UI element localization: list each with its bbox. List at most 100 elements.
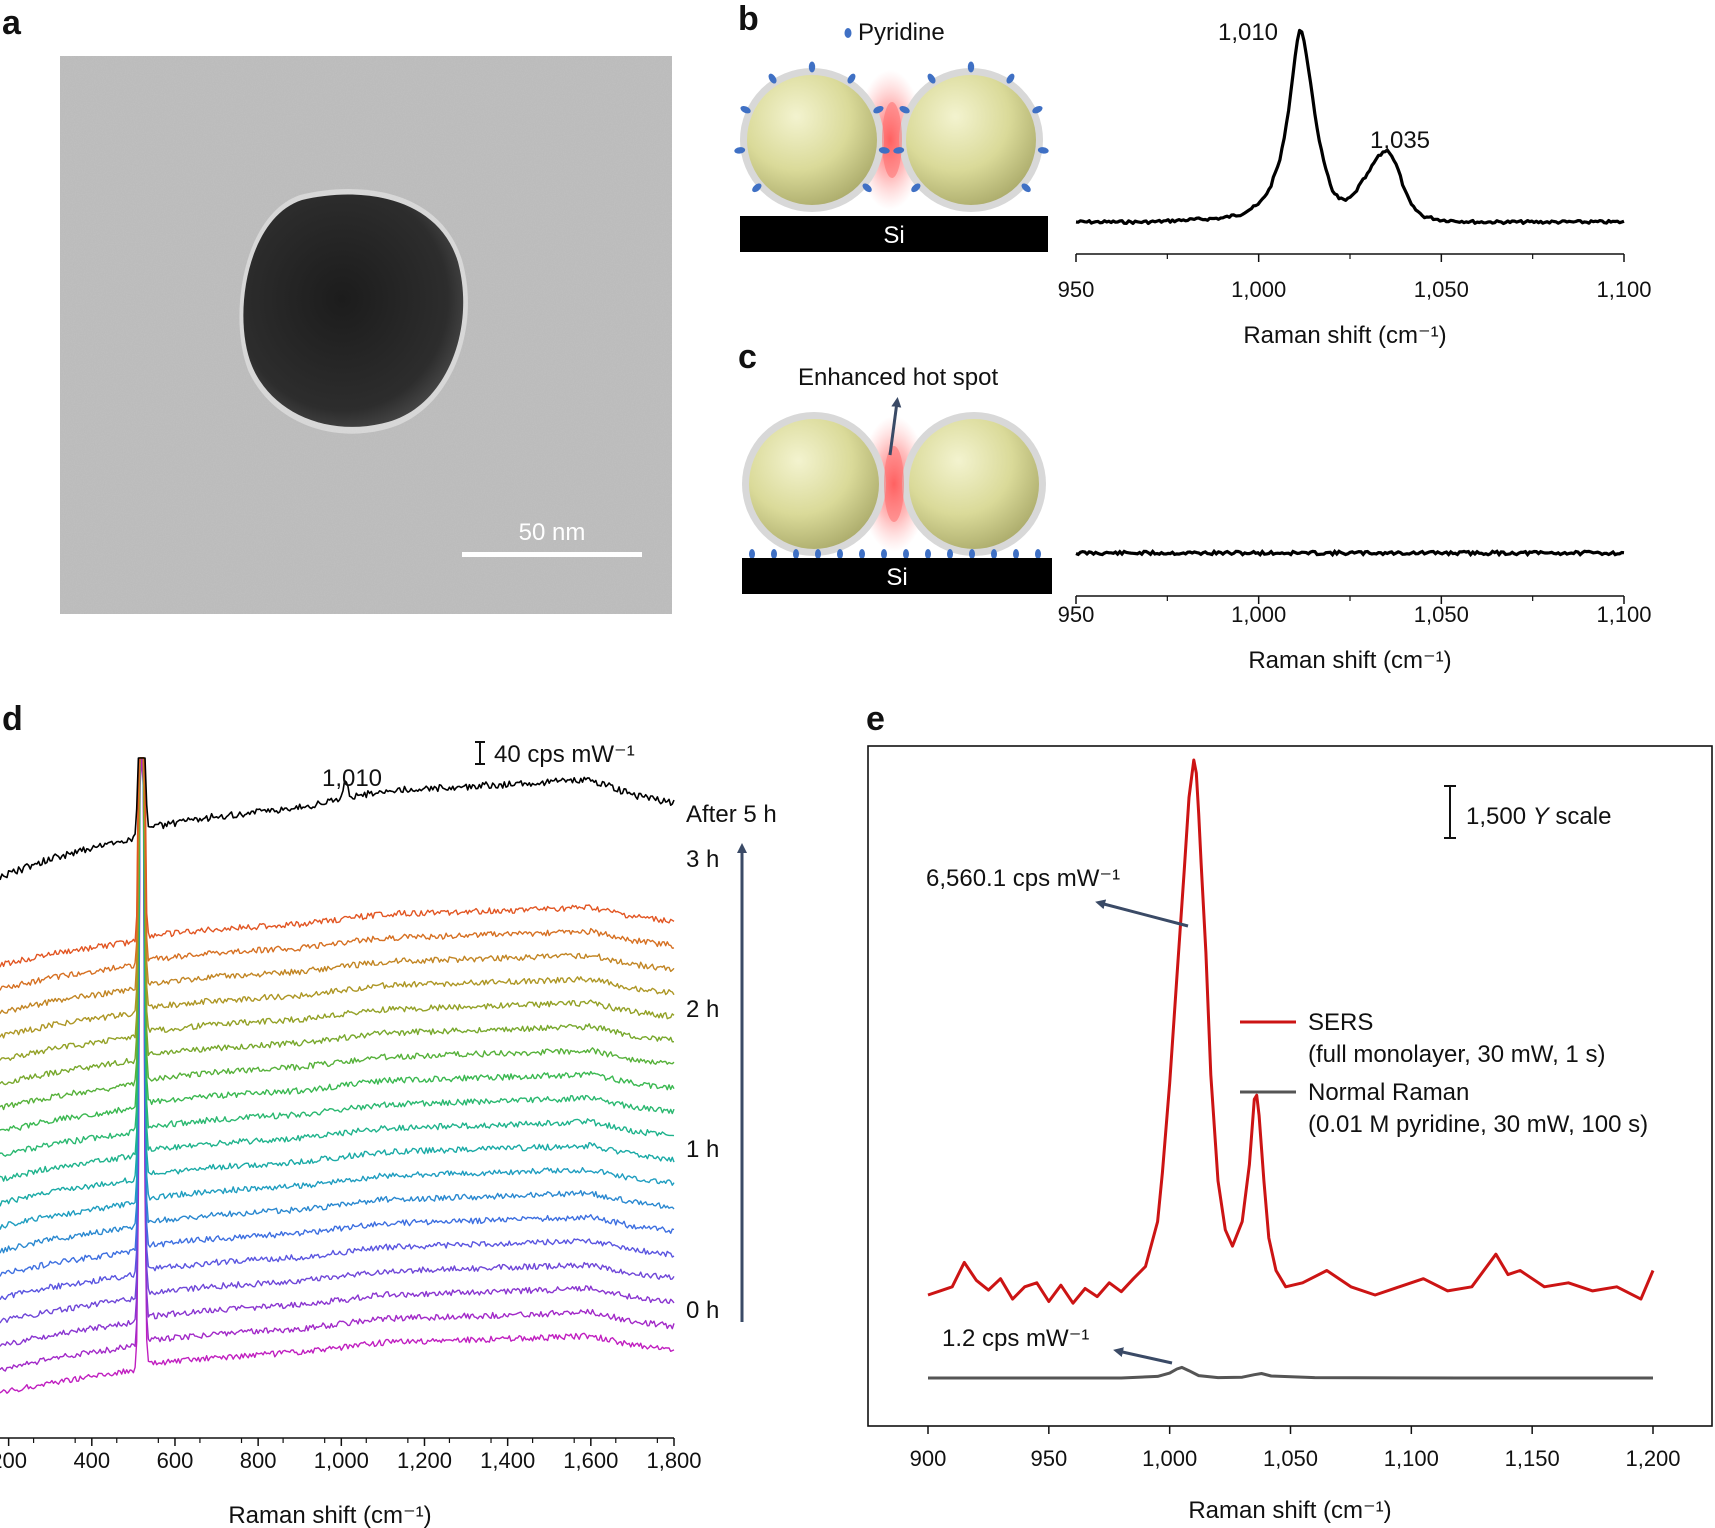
scale-label-e: 1,500 Y scale [1466, 803, 1611, 830]
x-ticks-c: 950 1,000 1,050 1,100 [1058, 596, 1652, 627]
scale-bar-label: 50 nm [519, 519, 586, 546]
x-ticks-d: 200 400 600 800 1,000 1,200 1,400 1,600 1,800 [0, 1438, 702, 1473]
x-axis-label-c: Raman shift (cm⁻¹) [1248, 647, 1451, 674]
spectrum-b-line [1076, 30, 1624, 223]
sphere-left [747, 75, 877, 205]
gap-hotspot-c [884, 446, 904, 522]
legend-e: SERS (full monolayer, 30 mW, 1 s) Normal… [1240, 1009, 1648, 1138]
pyridine-legend-marker [845, 28, 852, 38]
x-tick-label: 600 [157, 1448, 194, 1473]
x-tick-label: 1,000 [1231, 602, 1286, 627]
normal-raman-spectrum [928, 1367, 1653, 1378]
pyridine-legend-label: Pyridine [858, 19, 945, 46]
pyridine-molecule [969, 549, 975, 559]
pyridine-molecule [991, 549, 997, 559]
x-tick-label: 1,100 [1384, 1446, 1439, 1471]
x-tick-label: 1,000 [314, 1448, 369, 1473]
x-tick-label: 800 [240, 1448, 277, 1473]
pyridine-molecule [947, 549, 953, 559]
peak-label-1035: 1,035 [1370, 127, 1430, 154]
x-tick-label: 1,050 [1414, 277, 1469, 302]
sphere-right-c [909, 419, 1039, 549]
pyridine-molecule [837, 549, 843, 559]
panel-letter-b: b [738, 0, 759, 38]
sers-annotation-arrow [1100, 903, 1188, 926]
spectrum-timepoint [0, 758, 674, 1160]
panel-letter-e: e [866, 700, 885, 738]
spectrum-b: 950 1,000 1,050 1,100 1,010 1,035 Raman shi… [1058, 19, 1652, 349]
x-tick-label: 1,000 [1231, 277, 1286, 302]
legend-sub-sers: (full monolayer, 30 mW, 1 s) [1308, 1041, 1605, 1068]
pyridine-molecule [793, 549, 799, 559]
x-tick-label: 1,600 [563, 1448, 618, 1473]
x-tick-label: 1,000 [1142, 1446, 1197, 1471]
panel-letter-a: a [2, 4, 22, 42]
panel-letter-d: d [2, 700, 23, 738]
spectrum-c: 950 1,000 1,050 1,100 Raman shift (cm⁻¹) [1058, 551, 1652, 674]
x-axis-label-b: Raman shift (cm⁻¹) [1243, 322, 1446, 349]
scale-bar [462, 552, 642, 557]
x-axis-label-e: Raman shift (cm⁻¹) [1188, 1497, 1391, 1524]
sphere-right [906, 75, 1036, 205]
x-tick-label: 1,100 [1596, 277, 1651, 302]
peak-label-1010: 1,010 [1218, 19, 1278, 46]
pyridine-molecule [925, 549, 931, 559]
sphere-left-c [749, 419, 879, 549]
x-tick-label: 1,400 [480, 1448, 535, 1473]
x-tick-label: 1,200 [1625, 1446, 1680, 1471]
x-tick-label: 1,800 [646, 1448, 701, 1473]
time-series-spectra [0, 758, 674, 1393]
scale-bar-d: 40 cps mW⁻¹ [475, 741, 635, 768]
spectrum-timepoint [0, 758, 674, 1374]
schematic-c: Enhanced hot spot Si [742, 364, 1052, 594]
scale-label-d: 40 cps mW⁻¹ [494, 741, 635, 768]
x-tick-label: 1,050 [1414, 602, 1469, 627]
spectra-d: 200 400 600 800 1,000 1,200 1,400 1,600 1,800 Ra… [0, 741, 777, 1528]
hotspot-label: Enhanced hot spot [798, 364, 998, 391]
legend-label-sers: SERS [1308, 1009, 1373, 1036]
x-axis-label-d: Raman shift (cm⁻¹) [228, 1502, 431, 1528]
pyridine-molecule [815, 549, 821, 559]
normal-annotation-arrow [1118, 1351, 1172, 1363]
panel-letter-c: c [738, 338, 757, 376]
time-label-3h: 3 h [686, 846, 719, 873]
spectrum-timepoint [0, 758, 674, 992]
spectra-e: 900 950 1,000 1,050 1,100 1,150 1,200 Raman sh… [868, 746, 1712, 1524]
gap-hotspot [882, 102, 902, 178]
normal-intensity-annotation: 1.2 cps mW⁻¹ [942, 1325, 1089, 1352]
time-label-2h: 2 h [686, 996, 719, 1023]
pyridine-molecule [968, 62, 974, 73]
x-tick-label: 950 [1058, 602, 1095, 627]
spectrum-timepoint [0, 758, 674, 1111]
x-tick-label: 950 [1058, 277, 1095, 302]
x-tick-label: 200 [0, 1448, 27, 1473]
scale-label-e-tail: scale [1555, 803, 1611, 830]
pyridine-molecule [881, 549, 887, 559]
x-tick-label: 1,050 [1263, 1446, 1318, 1471]
pyridine-molecule [749, 549, 755, 559]
si-label: Si [883, 222, 904, 249]
x-tick-label: 400 [73, 1448, 110, 1473]
spectrum-timepoint [0, 758, 674, 1254]
pyridine-molecule [771, 549, 777, 559]
x-tick-label: 1,100 [1596, 602, 1651, 627]
x-tick-label: 900 [910, 1446, 947, 1471]
x-tick-label: 1,150 [1505, 1446, 1560, 1471]
peak-label-d: 1,010 [322, 765, 382, 792]
nanoparticle [243, 195, 463, 427]
time-label-0h: 0 h [686, 1297, 719, 1324]
x-tick-label: 1,200 [397, 1448, 452, 1473]
plot-frame-e [868, 746, 1712, 1426]
pyridine-molecule [1035, 549, 1041, 559]
pyridine-molecule [903, 549, 909, 559]
x-tick-label: 950 [1030, 1446, 1067, 1471]
x-ticks-b: 950 1,000 1,050 1,100 [1058, 254, 1652, 302]
sers-spectrum [928, 760, 1653, 1303]
scale-bar-e: 1,500 Y scale [1444, 786, 1611, 838]
scale-label-e-value: 1,500 [1466, 803, 1526, 830]
spectrum-timepoint [0, 758, 674, 1015]
tem-image: 50 nm [60, 56, 672, 614]
time-label-after-5h: After 5 h [686, 801, 777, 828]
x-ticks-e: 900 950 1,000 1,050 1,100 1,150 1,200 [910, 1426, 1681, 1471]
